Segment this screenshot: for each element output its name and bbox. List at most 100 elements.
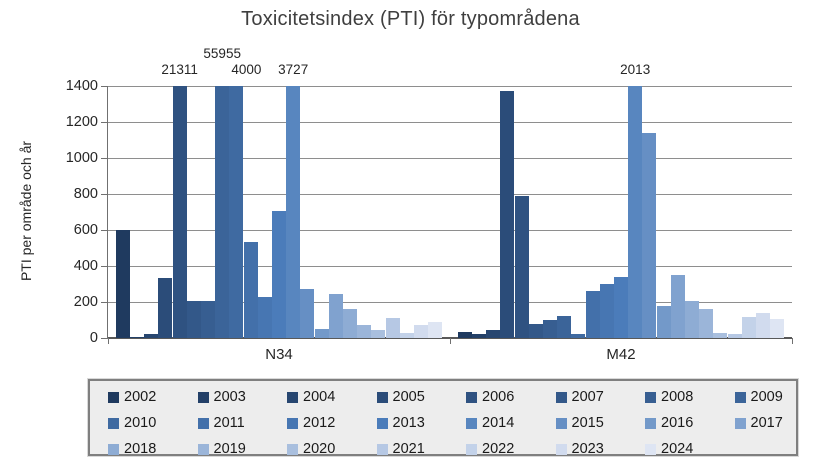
legend-label-2010: 2010 xyxy=(124,415,157,431)
legend-item-2024: 2024 xyxy=(645,440,693,458)
legend-swatch-2011 xyxy=(197,417,209,429)
legend-label-2008: 2008 xyxy=(661,389,694,405)
y-tick-mark-0 xyxy=(101,338,107,339)
legend-label-2020: 2020 xyxy=(303,441,336,457)
bar-M42-2012 xyxy=(599,284,614,338)
bar-M42-2008 xyxy=(542,320,558,338)
y-axis-line xyxy=(107,86,108,339)
bar-M42-2002 xyxy=(457,331,472,338)
legend-swatch-2020 xyxy=(287,443,298,455)
bar-M42-2022 xyxy=(741,317,756,338)
y-tick-mark-200 xyxy=(101,302,107,303)
bar-M42-2013 xyxy=(613,276,629,338)
bar-N34-2009 xyxy=(215,86,230,338)
y-tick-mark-400 xyxy=(101,266,107,267)
bar-N34-2002 xyxy=(115,230,130,338)
gridline-1000 xyxy=(108,158,792,159)
legend-item-2004: 2004 xyxy=(287,388,335,406)
legend-swatch-2006 xyxy=(466,391,477,403)
legend-item-2008: 2008 xyxy=(645,388,693,406)
bar-N34-2021 xyxy=(385,317,400,338)
legend-item-2020: 2020 xyxy=(287,440,335,458)
legend-swatch-2015 xyxy=(555,417,567,429)
legend-swatch-2022 xyxy=(466,443,477,455)
bar-N34-2018 xyxy=(342,309,358,338)
legend-label-2009: 2009 xyxy=(750,389,783,405)
bar-N34-2007 xyxy=(186,301,201,338)
legend-label-2004: 2004 xyxy=(303,389,336,405)
y-tick-label-0: 0 xyxy=(89,330,98,346)
data-label-N34-2009: 55955 xyxy=(203,46,241,61)
data-label-M42-2014: 2013 xyxy=(620,62,651,77)
legend-label-2014: 2014 xyxy=(482,415,515,431)
bar-N34-2013 xyxy=(271,211,287,338)
legend-item-2023: 2023 xyxy=(555,440,604,458)
legend-swatch-2021 xyxy=(376,443,388,455)
legend-swatch-2005 xyxy=(376,391,388,403)
legend-label-2015: 2015 xyxy=(571,415,604,431)
y-tick-label-200: 200 xyxy=(73,294,98,310)
x-category-label-N34: N34 xyxy=(265,346,293,363)
bar-M42-2003 xyxy=(471,334,487,338)
bar-N34-2005 xyxy=(158,277,173,338)
bar-N34-2024 xyxy=(428,321,443,338)
bar-M42-2014 xyxy=(628,86,643,338)
legend-item-2018: 2018 xyxy=(108,440,156,458)
y-tick-mark-1200 xyxy=(101,122,107,123)
y-tick-label-1000: 1000 xyxy=(65,150,98,166)
gridline-600 xyxy=(108,230,792,231)
legend-label-2018: 2018 xyxy=(124,441,157,457)
bar-M42-2011 xyxy=(585,291,600,338)
gridline-1200 xyxy=(108,122,792,123)
gridline-200 xyxy=(108,302,792,303)
x-tick-mark-0 xyxy=(108,338,109,344)
bar-N34-2008 xyxy=(200,301,216,338)
bar-N34-2011 xyxy=(243,241,258,338)
legend-item-2017: 2017 xyxy=(734,414,783,432)
bar-M42-2018 xyxy=(684,301,700,338)
legend-label-2023: 2023 xyxy=(571,441,604,457)
legend-label-2003: 2003 xyxy=(213,389,246,405)
legend-item-2006: 2006 xyxy=(466,388,514,406)
legend-label-2022: 2022 xyxy=(482,441,515,457)
bar-N34-2003 xyxy=(129,337,145,338)
gridline-800 xyxy=(108,194,792,195)
legend-swatch-2002 xyxy=(108,391,119,403)
legend-swatch-2004 xyxy=(287,391,298,403)
y-tick-label-400: 400 xyxy=(73,258,98,274)
gridline-400 xyxy=(108,266,792,267)
chart-title: Toxicitetsindex (PTI) för typområdena xyxy=(241,8,580,30)
plot-area xyxy=(108,86,792,339)
legend-label-2016: 2016 xyxy=(661,415,694,431)
bar-N34-2006 xyxy=(172,86,187,338)
y-tick-label-600: 600 xyxy=(73,222,98,238)
bar-M42-2024 xyxy=(770,319,785,338)
legend-swatch-2007 xyxy=(555,391,567,403)
y-tick-label-800: 800 xyxy=(73,186,98,202)
legend-swatch-2016 xyxy=(645,417,656,429)
legend-item-2009: 2009 xyxy=(734,388,783,406)
legend-swatch-2014 xyxy=(466,417,477,429)
legend-swatch-2012 xyxy=(287,417,298,429)
legend-label-2019: 2019 xyxy=(213,441,246,457)
y-tick-mark-1400 xyxy=(101,86,107,87)
legend-swatch-2009 xyxy=(734,391,746,403)
data-label-N34-2010: 4000 xyxy=(231,62,262,77)
x-tick-mark-2 xyxy=(792,338,793,344)
bar-N34-2010 xyxy=(229,86,244,338)
bar-N34-2004 xyxy=(144,334,159,338)
legend-swatch-2018 xyxy=(108,443,119,455)
legend-item-2012: 2012 xyxy=(287,414,335,432)
bar-M42-2009 xyxy=(557,316,572,338)
bar-M42-2019 xyxy=(699,309,714,338)
legend-label-2012: 2012 xyxy=(303,415,336,431)
legend-label-2007: 2007 xyxy=(571,389,604,405)
gridline-1400 xyxy=(108,86,792,87)
bar-N34-2012 xyxy=(257,296,272,338)
legend-item-2003: 2003 xyxy=(197,388,246,406)
bar-M42-2005 xyxy=(500,91,515,338)
legend-item-2016: 2016 xyxy=(645,414,693,432)
bar-M42-2004 xyxy=(486,329,501,338)
bar-N34-2022 xyxy=(399,332,414,338)
y-tick-mark-800 xyxy=(101,194,107,195)
